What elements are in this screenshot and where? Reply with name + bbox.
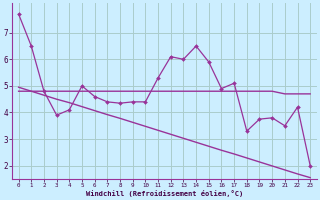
X-axis label: Windchill (Refroidissement éolien,°C): Windchill (Refroidissement éolien,°C) [86,190,243,197]
